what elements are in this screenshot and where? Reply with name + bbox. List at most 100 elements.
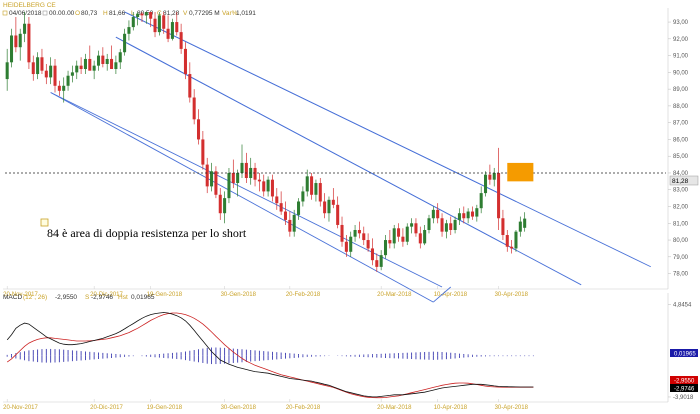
macd-x-tick-label: 20-Feb-2018 [286, 405, 321, 411]
candle-body [92, 65, 96, 71]
candle-body [114, 62, 118, 70]
candle-body [136, 13, 140, 18]
candle-body [388, 240, 392, 244]
candle-body [366, 240, 370, 249]
trend-channels [50, 11, 651, 303]
price-y-tick-label: 85,00 [673, 154, 689, 160]
candle-body [436, 209, 440, 219]
annotation-text: 84 è area di doppia resistenza per lo sh… [47, 226, 247, 240]
candle-body [253, 167, 257, 180]
candle-body [57, 85, 61, 91]
macd-x-tick-label: 30-Gen-2018 [221, 405, 257, 411]
candle-body [318, 183, 322, 202]
macd-x-tick-label: 20-Dic-2017 [90, 405, 123, 411]
candle-body [440, 218, 444, 232]
candle-body [131, 17, 135, 28]
candle-body [418, 233, 422, 244]
macd-x-tick-label: 20-Nov-2017 [3, 405, 38, 411]
header-marker-icon [42, 10, 48, 16]
header-var-label: Var% [222, 10, 238, 17]
macd-value-tag-value: -2,9550 [674, 379, 695, 385]
ticker-label: HEIDELBERG CE [3, 2, 56, 9]
candle-body [423, 229, 427, 244]
candle-body [453, 219, 457, 230]
candle-body [40, 57, 44, 71]
candle-body [236, 172, 240, 184]
macd-panel [3, 293, 669, 403]
candle-body [457, 213, 461, 220]
channel-line-lower [50, 92, 434, 303]
macd-lines [6, 312, 534, 399]
price-x-tick-label: 20-Nov-2017 [3, 292, 38, 298]
price-y-tick-label: 81,00 [673, 221, 689, 227]
macd-hist-tag: 0,01965 [670, 349, 698, 358]
macd-header: MACD (12 , 26) -2,9550 S -2,9746 Hst 0,0… [3, 294, 155, 301]
channel-extension-line [124, 11, 651, 268]
candle-body [170, 22, 174, 39]
candle-body [362, 233, 366, 241]
candle-body [175, 22, 179, 33]
price-y-tick-label: 93,00 [673, 20, 689, 26]
macd-hist: 0,01965 [131, 294, 155, 301]
last-price-tag-value: 81,28 [672, 178, 689, 185]
macd-name: MACD [3, 294, 22, 301]
candle-body [205, 164, 209, 187]
candle-body [5, 62, 9, 80]
candle-body [79, 65, 83, 70]
macd-signal-tag-box [670, 384, 698, 392]
candle-body [505, 235, 509, 247]
candle-body [470, 211, 475, 217]
candle-body [514, 231, 518, 249]
candle-body [166, 28, 170, 39]
candle-body [140, 13, 144, 16]
candle-body [414, 223, 418, 234]
price-y-tick-label: 79,00 [673, 255, 689, 261]
header-date: 04/06/2018 [9, 10, 42, 17]
macd-hist-tag-box [670, 349, 698, 357]
price-y-tick-label: 89,00 [673, 87, 689, 93]
header-close: 81,28 [163, 10, 180, 17]
candle-body [10, 35, 14, 63]
candle-body [157, 15, 161, 33]
candle-body [301, 191, 305, 202]
candle-body [214, 171, 218, 195]
candle-body [488, 174, 492, 180]
candle-body [44, 70, 48, 78]
candle-body [444, 223, 448, 232]
candle-body [105, 58, 109, 64]
channel-line-lower-ext [433, 286, 452, 303]
candle-body [497, 172, 501, 219]
candle-body [331, 199, 335, 205]
candle-body [144, 12, 148, 16]
last-price-tag-box [669, 175, 699, 186]
price-x-tick-label: 19-Gen-2018 [147, 292, 183, 298]
macd-x-tick-label: 10-Apr-2018 [434, 405, 468, 411]
price-y-tick-label: 87,00 [673, 121, 689, 127]
candle-body [118, 52, 122, 63]
price-x-tick-label: 30-Apr-2018 [495, 292, 529, 298]
candle-body [375, 260, 379, 267]
candle-body [257, 179, 261, 182]
candle-body [379, 255, 383, 267]
candle-body [70, 72, 74, 76]
candle-body [288, 219, 292, 232]
header-time: 00.00.00 [49, 10, 75, 17]
price-y-tick-label: 90,00 [673, 70, 689, 76]
price-x-tick-label: 20-Mar-2018 [377, 292, 412, 298]
candle-body [27, 23, 31, 63]
candle-body [283, 211, 288, 220]
annotation-marker-icon [40, 218, 49, 227]
macd-signal-tag-value: -2,9746 [674, 387, 695, 393]
candle-body [53, 65, 57, 86]
candle-body [101, 55, 105, 64]
candle-body [153, 18, 157, 33]
candle-body [297, 201, 301, 215]
candle-body [62, 85, 66, 91]
header-open-label: O [75, 10, 80, 17]
macd-signal: -2,9746 [91, 294, 113, 301]
price-x-tick-label: 30-Gen-2018 [221, 292, 257, 298]
price-y-tick-label: 83,00 [673, 188, 689, 194]
candle-body [523, 218, 527, 228]
candle-body [188, 74, 192, 98]
candle-body [244, 162, 248, 179]
